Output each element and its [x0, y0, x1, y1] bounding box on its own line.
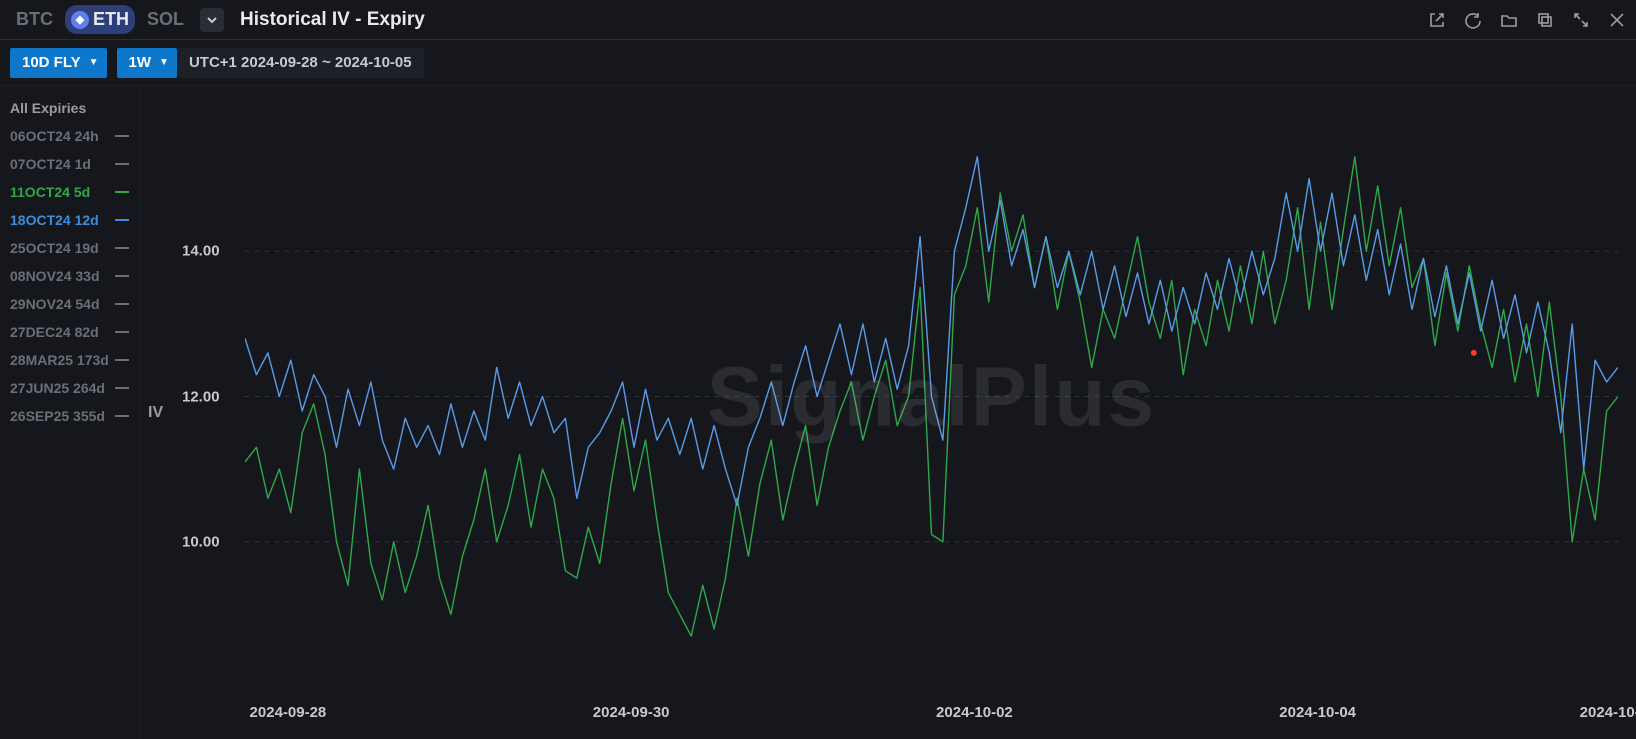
sidebar-item[interactable]: 07OCT24 1d [10, 156, 129, 172]
sidebar-item[interactable]: 11OCT24 5d [10, 184, 129, 200]
sidebar-item-label: 11OCT24 5d [10, 184, 90, 200]
series-swatch [115, 359, 129, 361]
sidebar-item[interactable]: 27JUN25 264d [10, 380, 129, 396]
asset-tab-sol[interactable]: SOL [141, 5, 190, 34]
sidebar-header: All Expiries [10, 100, 129, 116]
sidebar-item[interactable]: 26SEP25 355d [10, 408, 129, 424]
series-swatch [115, 331, 129, 333]
sidebar-item-label: 27DEC24 82d [10, 324, 99, 340]
sidebar-item[interactable]: 25OCT24 19d [10, 240, 129, 256]
sidebar-item-label: 28MAR25 173d [10, 352, 109, 368]
series-swatch [115, 191, 129, 193]
y-tick: 14.00 [182, 243, 220, 260]
sidebar-item[interactable]: 06OCT24 24h [10, 128, 129, 144]
chart-plot: SignalPlus [245, 106, 1618, 687]
sidebar-item-label: 06OCT24 24h [10, 128, 99, 144]
chart-area[interactable]: IV SignalPlus 10.00 12.00 14.00 2024-09-28 2… [140, 86, 1636, 739]
header-actions [1428, 11, 1626, 29]
sidebar-item[interactable]: 28MAR25 173d [10, 352, 129, 368]
y-tick: 12.00 [182, 388, 220, 405]
sidebar-item[interactable]: 27DEC24 82d [10, 324, 129, 340]
chevron-down-icon: ▼ [159, 57, 169, 68]
header: BTC ◆ETH SOL Historical IV - Expiry [0, 0, 1636, 40]
y-axis-label: IV [148, 404, 163, 422]
series-swatch [115, 387, 129, 389]
series-swatch [115, 163, 129, 165]
x-tick: 2024-10-06 [1580, 704, 1636, 721]
date-range[interactable]: UTC+1 2024-09-28 ~ 2024-10-05 [177, 48, 424, 78]
metric-dropdown-label: 10D FLY [22, 54, 81, 71]
asset-tab-btc[interactable]: BTC [10, 5, 59, 34]
asset-tab-label: BTC [16, 9, 53, 30]
sidebar-item-label: 27JUN25 264d [10, 380, 105, 396]
x-tick: 2024-09-28 [250, 704, 327, 721]
sidebar-item-label: 25OCT24 19d [10, 240, 99, 256]
main: All Expiries 06OCT24 24h 07OCT24 1d 11OCT2… [0, 86, 1636, 739]
sidebar-item[interactable]: 08NOV24 33d [10, 268, 129, 284]
sidebar-item-label: 26SEP25 355d [10, 408, 105, 424]
metric-dropdown[interactable]: 10D FLY ▼ [10, 48, 107, 78]
x-tick: 2024-10-04 [1279, 704, 1356, 721]
series-swatch [115, 247, 129, 249]
open-external-icon[interactable] [1428, 11, 1446, 29]
expand-icon[interactable] [1572, 11, 1590, 29]
sidebar-item-label: 08NOV24 33d [10, 268, 100, 284]
y-tick: 10.00 [182, 533, 220, 550]
refresh-icon[interactable] [1464, 11, 1482, 29]
x-tick: 2024-10-02 [936, 704, 1013, 721]
marker-dot [1471, 350, 1477, 356]
asset-dropdown-button[interactable] [200, 8, 224, 32]
page-title: Historical IV - Expiry [240, 9, 425, 31]
folder-icon[interactable] [1500, 11, 1518, 29]
sidebar-item-label: 18OCT24 12d [10, 212, 99, 228]
chevron-down-icon: ▼ [89, 57, 99, 68]
sidebar-item-label: 07OCT24 1d [10, 156, 91, 172]
expiry-sidebar: All Expiries 06OCT24 24h 07OCT24 1d 11OCT2… [0, 86, 140, 739]
series-swatch [115, 275, 129, 277]
x-tick: 2024-09-30 [593, 704, 670, 721]
series-swatch [115, 219, 129, 221]
sidebar-list: 06OCT24 24h 07OCT24 1d 11OCT24 5d 18OCT24 1… [10, 128, 129, 424]
asset-tabs: BTC ◆ETH SOL [10, 5, 190, 34]
series-swatch [115, 303, 129, 305]
sidebar-item[interactable]: 29NOV24 54d [10, 296, 129, 312]
series-swatch [115, 135, 129, 137]
timeframe-dropdown-label: 1W [129, 54, 152, 71]
eth-icon: ◆ [71, 11, 89, 29]
series-swatch [115, 415, 129, 417]
asset-tab-label: SOL [147, 9, 184, 30]
timeframe-dropdown[interactable]: 1W ▼ [117, 48, 177, 78]
subheader: 10D FLY ▼ 1W ▼ UTC+1 2024-09-28 ~ 2024-1… [0, 40, 1636, 86]
close-icon[interactable] [1608, 11, 1626, 29]
sidebar-item-label: 29NOV24 54d [10, 296, 100, 312]
series-line [245, 157, 1618, 506]
chevron-down-icon [206, 14, 218, 26]
asset-tab-eth[interactable]: ◆ETH [65, 5, 135, 34]
copy-icon[interactable] [1536, 11, 1554, 29]
sidebar-item[interactable]: 18OCT24 12d [10, 212, 129, 228]
asset-tab-label: ETH [93, 9, 129, 30]
